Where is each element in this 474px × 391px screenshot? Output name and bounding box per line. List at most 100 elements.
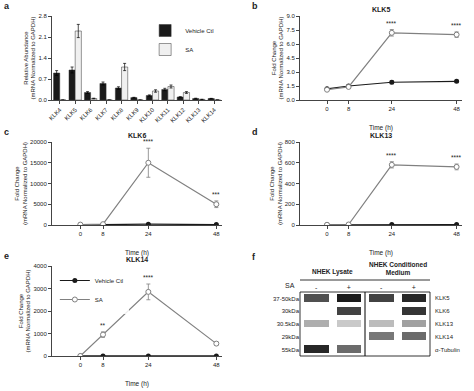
svg-text:7.5: 7.5: [286, 27, 295, 33]
svg-text:Time (h): Time (h): [369, 124, 393, 132]
svg-text:20000: 20000: [30, 139, 47, 145]
svg-text:Vehicle Ctl: Vehicle Ctl: [95, 278, 123, 284]
svg-text:KLK6: KLK6: [435, 308, 450, 314]
svg-text:Time (h): Time (h): [125, 380, 149, 388]
svg-text:SA: SA: [285, 282, 295, 289]
svg-text:KLK4: KLK4: [48, 106, 63, 121]
svg-text:KLK14: KLK14: [126, 256, 148, 263]
svg-text:KLK8: KLK8: [110, 106, 125, 121]
svg-text:KLK13: KLK13: [435, 321, 454, 327]
svg-text:37-50kDa: 37-50kDa: [273, 296, 300, 302]
svg-text:KLK5: KLK5: [435, 295, 450, 301]
svg-text:NHEK ConditionedMedium: NHEK ConditionedMedium: [369, 261, 427, 276]
svg-text:400: 400: [285, 181, 296, 187]
svg-text:NHEK Lysate: NHEK Lysate: [312, 268, 353, 276]
svg-text:24: 24: [388, 231, 395, 237]
svg-text:d: d: [252, 127, 258, 137]
svg-text:SA: SA: [185, 47, 193, 53]
svg-text:***: ***: [212, 191, 220, 198]
svg-text:8: 8: [347, 231, 351, 237]
svg-text:3.0: 3.0: [286, 69, 295, 75]
svg-text:0.7: 0.7: [38, 76, 47, 82]
svg-text:10000: 10000: [30, 181, 47, 187]
svg-text:29kDa: 29kDa: [282, 334, 300, 340]
svg-text:Fold Change(mRNA Normalized to: Fold Change(mRNA Normalized to GAPDH): [18, 269, 32, 352]
svg-text:KLK6: KLK6: [128, 132, 146, 139]
svg-text:KLK14: KLK14: [435, 334, 454, 340]
svg-text:****: ****: [143, 274, 154, 281]
svg-text:200: 200: [285, 201, 296, 207]
svg-text:0: 0: [291, 222, 295, 228]
svg-text:55kDa: 55kDa: [282, 347, 300, 353]
svg-text:0: 0: [43, 222, 47, 228]
svg-text:1.5: 1.5: [286, 83, 295, 89]
svg-text:Time (h): Time (h): [125, 249, 149, 257]
svg-text:48: 48: [453, 231, 460, 237]
svg-text:0.0: 0.0: [286, 97, 295, 103]
svg-text:3000: 3000: [33, 286, 47, 292]
svg-text:0: 0: [79, 231, 83, 237]
svg-text:KLK5: KLK5: [63, 106, 78, 121]
svg-text:8: 8: [101, 362, 105, 368]
svg-text:****: ****: [451, 22, 462, 29]
svg-text:2.8: 2.8: [38, 13, 47, 19]
svg-text:0: 0: [325, 106, 329, 112]
svg-text:KLK6: KLK6: [79, 106, 94, 121]
svg-text:+: +: [347, 284, 351, 291]
svg-text:8: 8: [347, 106, 351, 112]
svg-text:c: c: [4, 127, 9, 137]
svg-text:a: a: [4, 1, 10, 11]
svg-text:0: 0: [43, 353, 47, 359]
svg-text:2000: 2000: [33, 308, 47, 314]
svg-text:4.5: 4.5: [286, 55, 295, 61]
svg-text:0: 0: [79, 362, 83, 368]
svg-text:600: 600: [285, 160, 296, 166]
svg-text:15000: 15000: [30, 160, 47, 166]
svg-text:**: **: [100, 322, 106, 329]
svg-text:e: e: [4, 251, 9, 261]
svg-text:KLK13: KLK13: [370, 132, 392, 139]
svg-text:24: 24: [145, 231, 152, 237]
svg-text:****: ****: [386, 152, 397, 159]
svg-text:8: 8: [101, 231, 105, 237]
svg-text:KLK5: KLK5: [372, 6, 390, 13]
svg-text:1.4: 1.4: [38, 55, 47, 61]
svg-text:KLK7: KLK7: [94, 106, 109, 121]
svg-text:****: ****: [386, 20, 397, 27]
svg-text:2.1: 2.1: [38, 34, 47, 40]
svg-text:0.0: 0.0: [38, 97, 47, 103]
svg-text:Time (h): Time (h): [369, 249, 393, 257]
svg-text:4000: 4000: [33, 263, 47, 269]
svg-text:48: 48: [213, 231, 220, 237]
svg-text:48: 48: [213, 362, 220, 368]
svg-text:SA: SA: [95, 297, 103, 303]
svg-text:Vehicle Ctl: Vehicle Ctl: [185, 28, 213, 34]
svg-text:KLK10: KLK10: [138, 106, 155, 123]
svg-text:30.5kDa: 30.5kDa: [277, 321, 300, 327]
svg-text:30kDa: 30kDa: [282, 308, 300, 314]
svg-text:α-Tubulin: α-Tubulin: [435, 347, 460, 353]
svg-text:24: 24: [145, 362, 152, 368]
svg-text:****: ****: [451, 154, 462, 161]
svg-text:Fold Change(mRNA Normalized to: Fold Change(mRNA Normalized to GAPDH): [269, 142, 283, 225]
svg-text:KLK14: KLK14: [200, 106, 217, 123]
svg-text:-: -: [315, 284, 318, 291]
svg-text:KLK11: KLK11: [154, 106, 171, 123]
svg-text:0: 0: [325, 231, 329, 237]
svg-text:1000: 1000: [33, 331, 47, 337]
svg-text:48: 48: [453, 106, 460, 112]
svg-text:f: f: [252, 252, 256, 262]
svg-text:Relative Abundance(mRNA Normal: Relative Abundance(mRNA Normalized to GA…: [23, 16, 37, 99]
svg-text:+: +: [412, 284, 416, 291]
svg-text:-: -: [380, 284, 383, 291]
svg-text:Fold Change(mRNA Normalized to: Fold Change(mRNA Normalized to GAPDH): [271, 16, 285, 99]
svg-text:6.0: 6.0: [286, 41, 295, 47]
svg-text:KLK13: KLK13: [185, 106, 202, 123]
svg-text:9.0: 9.0: [286, 13, 295, 19]
svg-text:Fold Change(mRNA Normalized to: Fold Change(mRNA Normalized to GAPDH): [14, 142, 28, 225]
svg-text:b: b: [252, 1, 258, 11]
svg-text:800: 800: [285, 139, 296, 145]
svg-text:5000: 5000: [33, 201, 47, 207]
svg-text:24: 24: [388, 106, 395, 112]
svg-text:KLK12: KLK12: [169, 106, 186, 123]
